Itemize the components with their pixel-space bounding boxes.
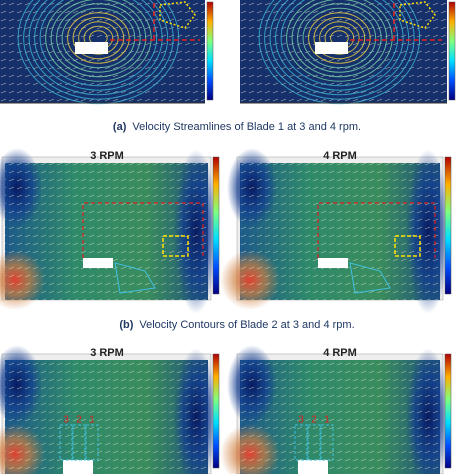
colorbar [206,1,214,101]
streamline [313,16,366,60]
colorbar [212,156,220,295]
blade [298,460,328,474]
region-marker: 3 [63,415,69,426]
streamline [72,16,125,60]
region [317,202,436,258]
region [320,424,334,461]
blade [315,42,348,54]
field-overlay [240,163,440,300]
region [85,424,99,461]
panel-title: 4 RPM [323,150,357,162]
blade [318,258,348,268]
streamline [34,0,163,91]
streamline [28,0,169,96]
caption-label: (b) [119,319,133,331]
streamline [308,12,371,64]
caption-text: Velocity Streamlines of Blade 1 at 3 and… [132,121,361,133]
panel-title: 3 RPM [90,150,124,162]
streamline [264,0,415,100]
streamline [39,0,158,87]
region [162,235,189,257]
streamline [297,3,382,73]
streamline [17,0,180,105]
region [110,0,200,41]
blade [83,258,113,268]
field-overlay [5,360,208,474]
caption-b: (b) Velocity Contours of Blade 2 at 3 and… [119,319,354,331]
streamline [56,3,141,73]
streamline [269,0,410,96]
field-overlay [240,360,440,474]
streamline [286,0,393,82]
region [72,424,86,461]
region [394,235,421,257]
colorbar [448,1,456,101]
region [159,1,196,29]
region [294,424,308,461]
colorbar [444,156,452,295]
region [307,424,321,461]
streamline [319,21,360,55]
streamline [50,0,147,78]
streamline [258,0,421,105]
streamline [302,7,377,69]
colorbar [444,353,452,469]
streamline [280,0,399,87]
streamline [45,0,152,82]
streamline [23,0,174,100]
streamline [291,0,388,78]
region [349,262,391,294]
caption-label: (a) [113,121,127,133]
panel-title: 4 RPM [323,347,357,359]
region-marker: 1 [89,415,95,426]
region-marker: 1 [324,415,330,426]
region-marker: 3 [298,415,304,426]
region [82,202,204,258]
region [399,1,436,29]
streamline [275,0,404,91]
caption-a: (a) Velocity Streamlines of Blade 1 at 3 … [113,121,361,133]
blade [63,460,93,474]
field-overlay [5,163,208,300]
region [350,0,442,41]
caption-text: Velocity Contours of Blade 2 at 3 and 4 … [139,319,354,331]
panel-title: 3 RPM [90,347,124,359]
colorbar [212,353,220,469]
region-marker: 2 [311,415,317,426]
region-marker: 2 [76,415,82,426]
region [114,262,156,294]
streamline [61,7,136,69]
blade [75,42,108,54]
streamline [78,21,119,55]
streamline [67,12,130,64]
region [59,424,73,461]
